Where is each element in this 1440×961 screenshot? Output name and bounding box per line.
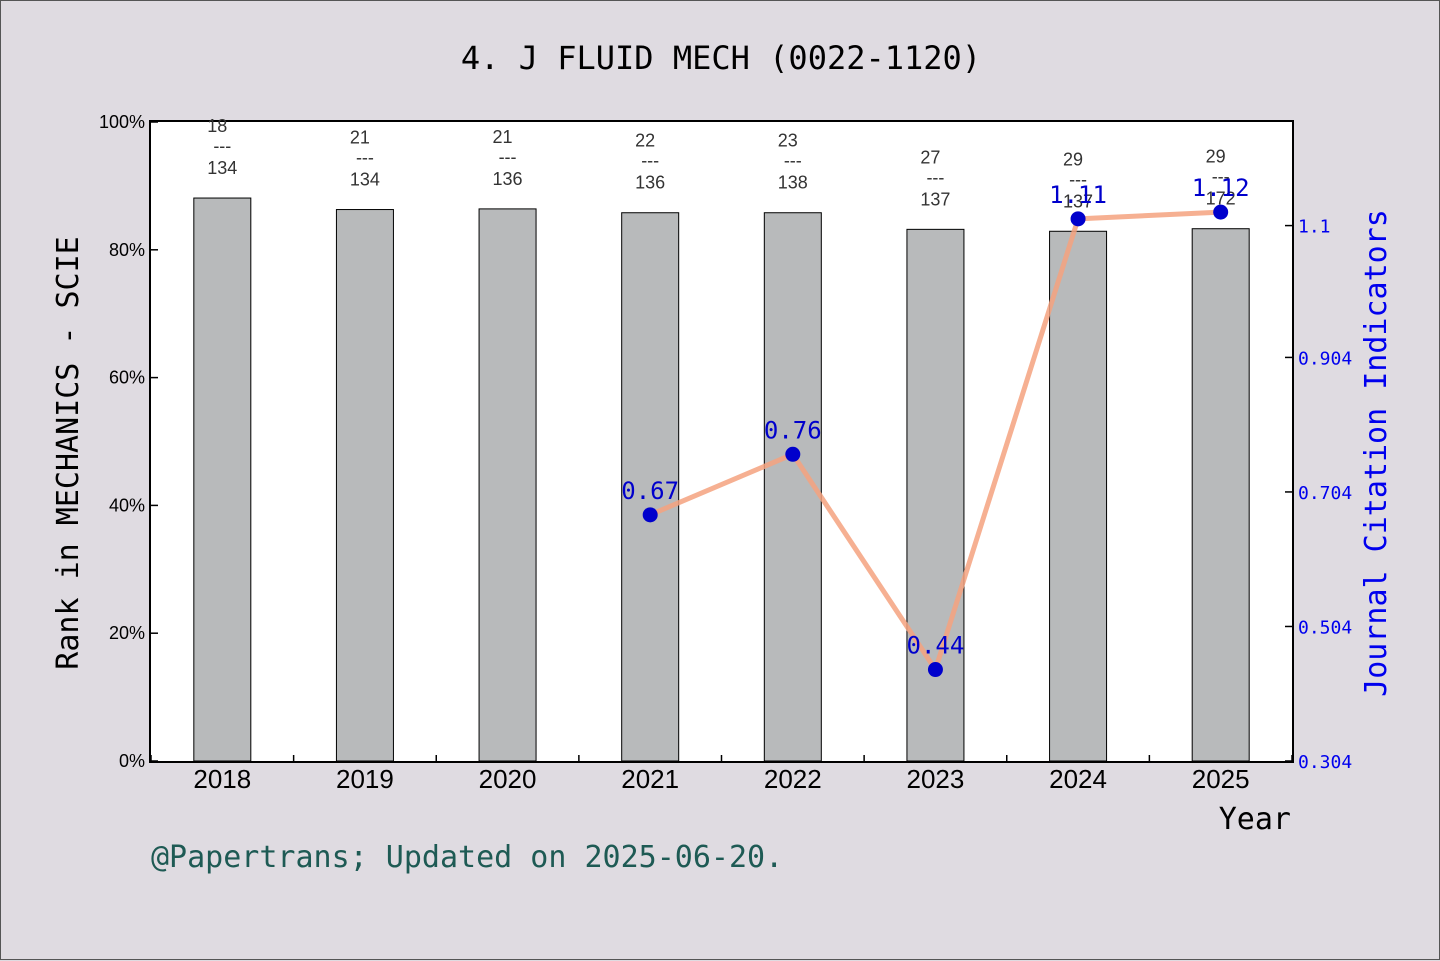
right-tick-label: 0.904 [1298,348,1352,369]
rank-value-2020: 21 [493,127,513,147]
rank-value-2022: 23 [778,131,798,151]
rank-divider-2022: --- [784,151,802,171]
x-tick-label-2018: 2018 [193,764,251,794]
right-tick-label: 0.704 [1298,483,1352,504]
x-tick-label-2022: 2022 [764,764,822,794]
jci-point-2024 [1070,211,1086,227]
rank-value-2019: 21 [350,128,370,148]
footer-credit: @Papertrans; Updated on 2025-06-20. [151,840,783,875]
bar-2020 [478,208,537,762]
rank-divider-2019: --- [356,148,374,168]
bar-2023 [906,228,965,762]
right-tick-label: 0.504 [1298,617,1352,638]
rank-value-2025: 29 [1206,147,1226,167]
rank-total-2023: 137 [920,189,950,209]
left-tick-label: 60% [109,368,145,388]
left-tick-label: 100% [99,112,145,132]
rank-total-2024: 137 [1063,191,1093,211]
right-axis-ticks: 0.304 0.504 0.704 0.904 1.1 [1285,217,1352,773]
bar-2021 [621,212,680,762]
bars-group [193,197,1250,762]
rank-value-2023: 27 [920,147,940,167]
rank-total-2020: 136 [493,169,523,189]
jci-value-2022: 0.76 [764,416,822,444]
bar-2018 [193,197,252,762]
jci-point-2021 [642,507,658,523]
bar-2019 [335,209,394,762]
x-tick-label-2023: 2023 [907,764,965,794]
left-tick-label: 40% [109,495,145,515]
jci-value-2023: 0.44 [907,632,965,660]
rank-total-2019: 134 [350,170,380,190]
bar-2025 [1191,228,1250,762]
x-tick-label-2019: 2019 [336,764,394,794]
x-tick-label-2025: 2025 [1192,764,1250,794]
jci-value-2024: 1.11 [1049,181,1107,209]
rank-labels-group: 18---13421---13421---13622---13623---138… [207,116,1235,211]
jci-point-2022 [785,446,801,462]
left-axis-label: Rank in MECHANICS - SCIE [51,236,86,669]
rank-divider-2018: --- [213,136,231,156]
jci-value-2025: 1.12 [1192,174,1250,202]
rank-total-2021: 136 [635,173,665,193]
rank-divider-2020: --- [499,147,517,167]
x-tick-label-2021: 2021 [621,764,679,794]
rank-divider-2025: --- [1212,167,1230,187]
rank-total-2022: 138 [778,173,808,193]
jci-point-2025 [1213,204,1229,220]
rank-divider-2023: --- [926,167,944,187]
jci-value-2021: 0.67 [621,477,679,505]
left-tick-label: 20% [109,623,145,643]
right-tick-label: 1.1 [1298,217,1331,238]
x-axis-label: Year [1219,802,1291,837]
x-tick-label-2024: 2024 [1049,764,1107,794]
rank-total-2018: 134 [207,158,237,178]
rank-total-2025: 172 [1206,189,1236,209]
x-axis-ticks: 2018 2019 2020 2021 2022 2023 2024 2025 [150,755,1293,794]
left-axis-ticks: 0% 20% 40% 60% 80% 100% [99,112,158,771]
left-tick-label: 0% [119,751,145,771]
jci-line-group: 0.67 0.76 0.44 1.11 1.12 [621,174,1250,678]
rank-value-2024: 29 [1063,149,1083,169]
left-tick-label: 80% [109,240,145,260]
chart-title: 4. J FLUID MECH (0022-1120) [461,39,981,77]
bar-2024 [1049,230,1108,762]
right-tick-label: 0.304 [1298,752,1352,773]
rank-divider-2021: --- [641,151,659,171]
right-axis-label: Journal Citation Indicators [1359,209,1394,697]
rank-value-2018: 18 [207,116,227,136]
jci-point-2023 [927,662,943,678]
rank-value-2021: 22 [635,131,655,151]
rank-divider-2024: --- [1069,169,1087,189]
x-tick-label-2020: 2020 [479,764,537,794]
